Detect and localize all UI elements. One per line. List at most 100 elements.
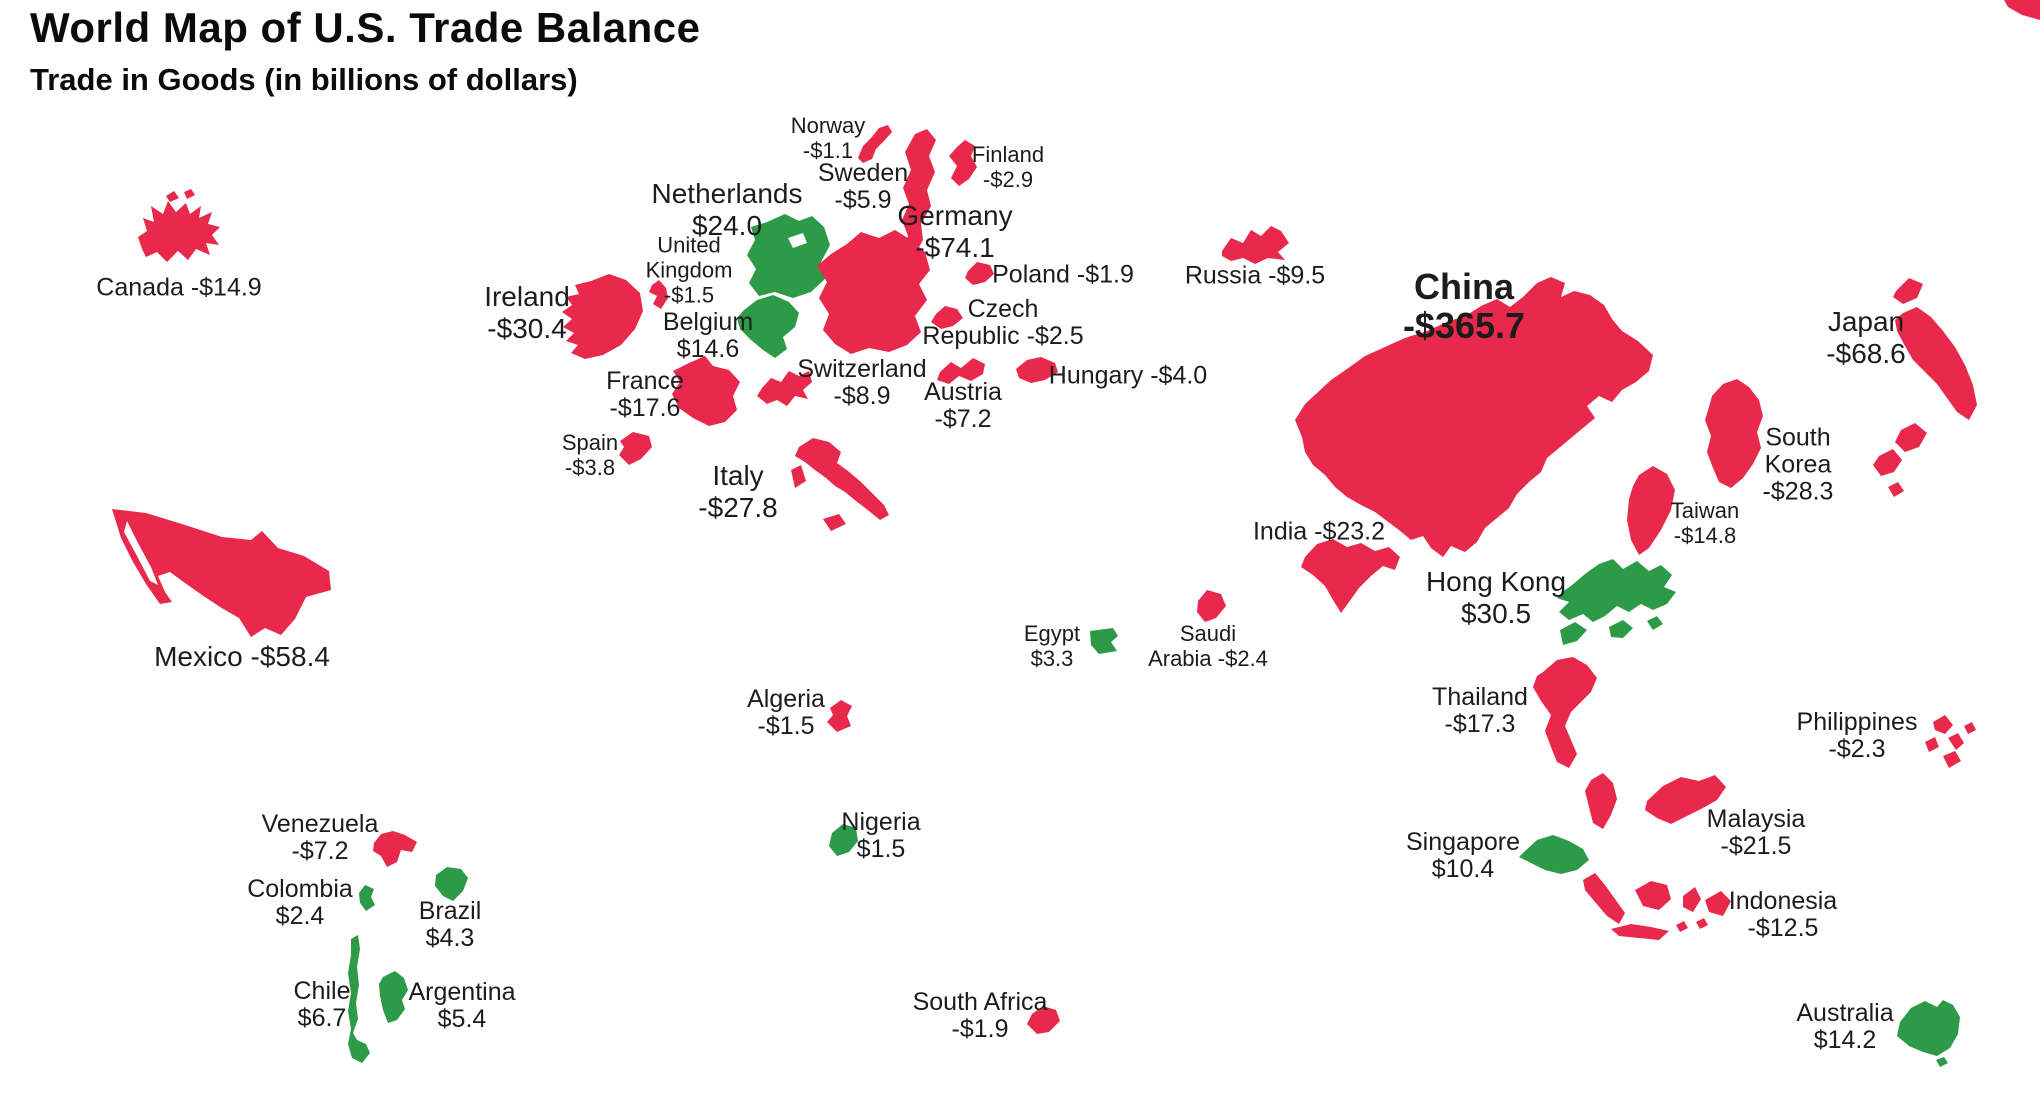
hong-kong-shape — [1557, 559, 1676, 645]
label-line: Mexico -$58.4 — [154, 641, 330, 672]
south-africa-shape — [1027, 1006, 1060, 1034]
label-line: South — [1765, 423, 1831, 452]
poland-shape — [965, 262, 994, 285]
spain-label: Spain -$3.8 — [562, 430, 618, 480]
label-line: France — [606, 367, 684, 395]
ireland-shape — [562, 274, 643, 359]
japan-label: Japan -$68.6 — [1826, 306, 1905, 370]
brazil-label: Brazil $4.3 — [419, 898, 482, 952]
saudi-arabia-shape — [1197, 590, 1226, 622]
label-line: -$1.5 — [663, 282, 715, 308]
singapore-shape — [1519, 835, 1589, 874]
label-line: Nigeria — [841, 808, 921, 836]
france-label: France -$17.6 — [606, 368, 684, 422]
czech-republic-shape — [931, 306, 963, 329]
germany-label: Germany -$74.1 — [897, 200, 1012, 264]
label-line: Korea — [1764, 450, 1832, 479]
label-line: -$21.5 — [1720, 832, 1792, 860]
argentina-shape — [379, 971, 408, 1023]
label-line: Kingdom — [645, 257, 733, 283]
malaysia-shape — [1585, 773, 1726, 829]
south-korea-label: South Korea -$28.3 — [1763, 423, 1834, 506]
label-line: Spain — [561, 430, 619, 455]
switzerland-label: Switzerland -$8.9 — [797, 356, 926, 410]
austria-shape — [937, 358, 985, 384]
venezuela-shape — [373, 831, 417, 867]
egypt-label: Egypt $3.3 — [1024, 621, 1080, 671]
canada-label: Canada -$14.9 — [96, 273, 262, 302]
philippines-shape — [1925, 715, 1976, 768]
label-line: Indonesia — [1728, 887, 1838, 915]
label-line: $30.5 — [1460, 598, 1532, 629]
label-line: -$7.2 — [934, 405, 992, 433]
saudi-arabia-label: Saudi Arabia -$2.4 — [1148, 621, 1268, 671]
page-subtitle: Trade in Goods (in billions of dollars) — [30, 62, 578, 97]
label-line: China — [1413, 266, 1515, 307]
mexico-label: Mexico -$58.4 — [154, 641, 330, 673]
india-shape — [1301, 539, 1400, 613]
page-title: World Map of U.S. Trade Balance — [30, 4, 701, 51]
austria-label: Austria -$7.2 — [924, 379, 1002, 433]
france-shape — [672, 356, 740, 426]
label-line: -$12.5 — [1747, 914, 1819, 942]
label-line: -$68.6 — [1826, 338, 1906, 369]
australia-shape — [1897, 1000, 1960, 1067]
label-line: -$30.4 — [487, 313, 567, 344]
label-line: Venezuela — [261, 810, 379, 838]
brazil-shape — [435, 867, 468, 901]
label-line: Egypt — [1023, 621, 1081, 646]
indonesia-shape — [1583, 873, 1731, 940]
switzerland-shape — [757, 371, 812, 406]
india-label: India -$23.2 — [1253, 518, 1385, 546]
label-line: -$5.9 — [834, 186, 892, 214]
label-line: -$17.3 — [1444, 710, 1516, 738]
label-line: $5.4 — [437, 1005, 487, 1033]
algeria-label: Algeria -$1.5 — [747, 686, 825, 740]
label-line: Poland -$1.9 — [992, 260, 1134, 289]
china-shape — [1295, 277, 1653, 557]
label-line: Italy — [712, 460, 764, 491]
chile-shape — [348, 935, 370, 1063]
czech-republic-label: Czech Republic -$2.5 — [922, 296, 1083, 350]
label-line: -$2.3 — [1828, 735, 1886, 763]
netherlands-shape — [747, 214, 830, 298]
nigeria-label: Nigeria $1.5 — [841, 809, 920, 863]
label-line: Russia -$9.5 — [1184, 261, 1326, 290]
colombia-shape — [359, 885, 375, 911]
edge-fragment-shape — [2004, 0, 2040, 20]
belgium-shape — [737, 295, 799, 358]
label-line: -$1.9 — [951, 1015, 1009, 1043]
russia-label: Russia -$9.5 — [1184, 261, 1326, 290]
label-line: $3.3 — [1030, 646, 1074, 671]
finland-shape — [949, 140, 977, 186]
label-line: Hong Kong — [1425, 566, 1567, 597]
united-kingdom-label: United Kingdom -$1.5 — [646, 233, 733, 308]
label-line: South Africa — [912, 988, 1048, 1016]
hong-kong-label: Hong Kong $30.5 — [1426, 566, 1566, 630]
label-line: Czech — [967, 295, 1039, 323]
label-line: $6.7 — [297, 1004, 347, 1032]
label-line: Arabia -$2.4 — [1148, 646, 1268, 671]
label-line: Norway — [790, 113, 866, 138]
label-line: Australia — [1796, 999, 1894, 1027]
ireland-label: Ireland -$30.4 — [484, 281, 570, 345]
china-label: China -$365.7 — [1403, 267, 1525, 345]
nigeria-shape — [829, 824, 858, 856]
label-line: Canada -$14.9 — [96, 273, 262, 302]
label-line: Philippines — [1796, 708, 1918, 736]
label-line: $14.6 — [676, 335, 740, 363]
chile-label: Chile $6.7 — [294, 978, 351, 1032]
label-line: -$14.8 — [1673, 523, 1737, 548]
label-line: $4.3 — [425, 924, 475, 952]
label-line: $2.4 — [275, 902, 325, 930]
south-africa-label: South Africa -$1.9 — [913, 989, 1048, 1043]
belgium-label: Belgium $14.6 — [663, 309, 753, 363]
label-line: Argentina — [408, 978, 516, 1006]
malaysia-label: Malaysia -$21.5 — [1707, 806, 1806, 860]
label-line: Hungary -$4.0 — [1048, 361, 1208, 390]
hungary-label: Hungary -$4.0 — [1048, 361, 1208, 390]
label-line: Republic -$2.5 — [922, 322, 1084, 350]
label-line: Chile — [293, 977, 351, 1005]
